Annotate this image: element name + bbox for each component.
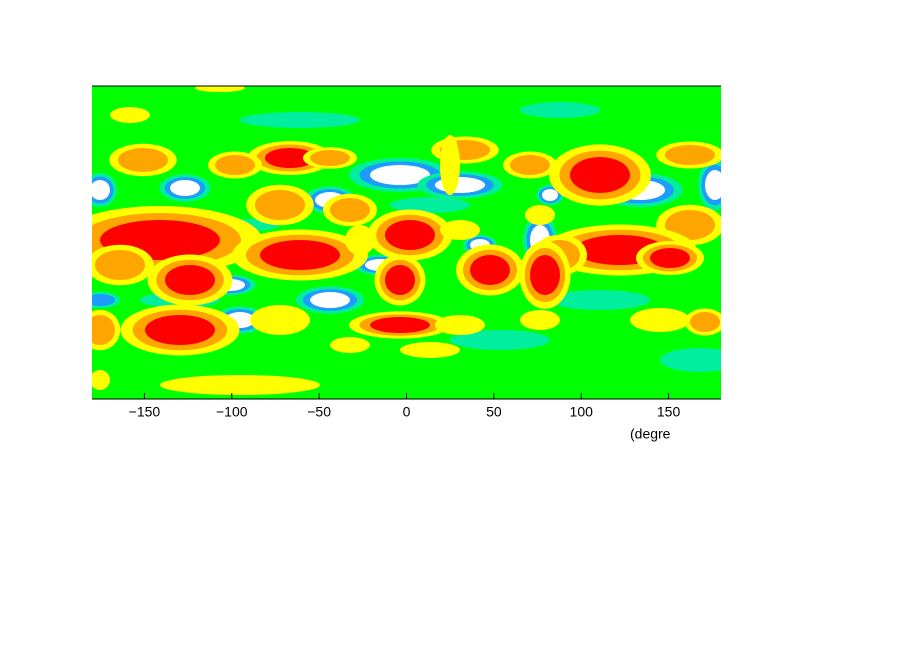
contour-region xyxy=(95,250,145,280)
contour-region xyxy=(630,308,690,332)
contour-field xyxy=(92,86,721,399)
contour-region xyxy=(310,150,350,166)
x-tick-label: −100 xyxy=(216,404,248,420)
contour-region xyxy=(665,210,715,240)
contour-region xyxy=(145,315,215,345)
contour-region xyxy=(345,225,375,255)
contour-region xyxy=(470,255,510,285)
contour-region xyxy=(450,330,550,350)
x-tick-label: −150 xyxy=(129,404,161,420)
contour-region xyxy=(118,148,168,172)
contour-region xyxy=(440,220,480,240)
x-tick-label: 50 xyxy=(486,404,502,420)
x-tick-label: 150 xyxy=(657,404,681,420)
contour-region xyxy=(520,310,560,330)
x-tick-label: 100 xyxy=(570,404,594,420)
contour-region xyxy=(170,180,200,196)
contour-region xyxy=(570,157,630,193)
contour-region xyxy=(660,348,721,372)
contour-region xyxy=(510,155,550,175)
contour-region xyxy=(370,317,430,333)
contour-region xyxy=(110,107,150,123)
x-tick-label: −50 xyxy=(307,404,331,420)
contour-region xyxy=(542,189,558,201)
contour-region xyxy=(690,312,720,332)
contour-region xyxy=(330,337,370,353)
contour-region xyxy=(240,112,360,128)
contour-region xyxy=(92,294,115,306)
x-tick-label: 0 xyxy=(403,404,411,420)
contour-region xyxy=(400,342,460,358)
contour-region xyxy=(705,170,721,200)
contour-region xyxy=(520,102,600,118)
contour-region xyxy=(370,165,430,185)
contour-region xyxy=(440,135,460,195)
contour-region xyxy=(530,255,560,295)
contour-region xyxy=(330,198,370,222)
contour-region xyxy=(265,148,315,168)
contour-region xyxy=(255,190,305,220)
contour-region xyxy=(550,290,650,310)
contour-region xyxy=(385,220,435,250)
contour-region xyxy=(650,248,690,268)
contour-region xyxy=(435,315,485,335)
contour-region xyxy=(525,205,555,225)
contour-region xyxy=(92,315,115,345)
contour-region xyxy=(260,240,340,270)
contour-region xyxy=(92,370,110,390)
contour-region xyxy=(250,305,310,335)
contour-region xyxy=(160,375,320,395)
contour-region xyxy=(165,265,215,295)
contour-region xyxy=(92,180,110,200)
contour-region xyxy=(385,265,415,295)
contour-region xyxy=(310,292,350,308)
x-axis-label: (degre xyxy=(630,426,671,442)
contour-region xyxy=(390,197,470,213)
contour-region xyxy=(665,145,715,165)
contour-region xyxy=(215,155,255,175)
contour-region xyxy=(195,86,245,92)
